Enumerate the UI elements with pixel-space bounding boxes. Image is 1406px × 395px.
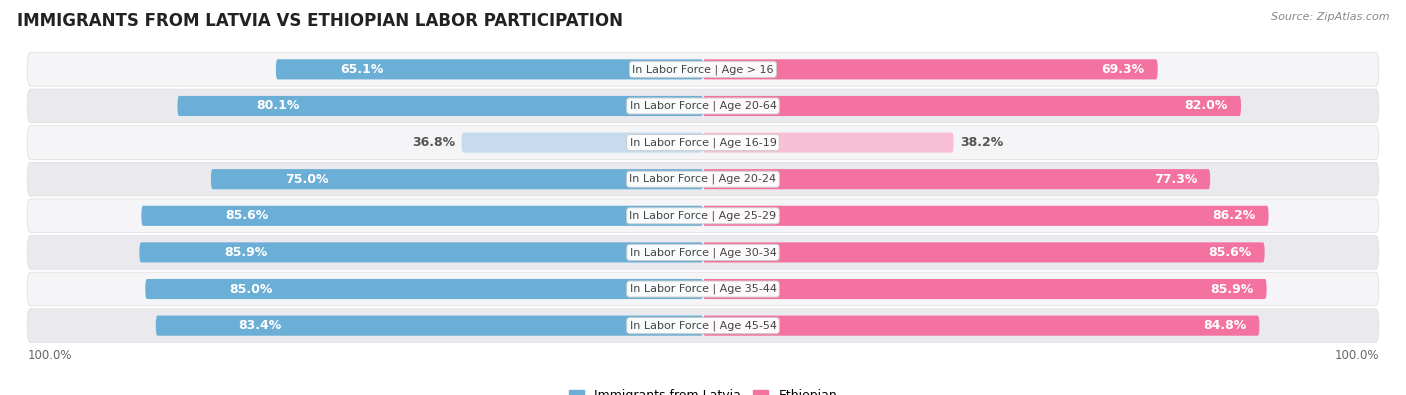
Text: In Labor Force | Age 35-44: In Labor Force | Age 35-44 — [630, 284, 776, 294]
Text: 82.0%: 82.0% — [1184, 100, 1227, 113]
Text: In Labor Force | Age 16-19: In Labor Force | Age 16-19 — [630, 137, 776, 148]
Text: In Labor Force | Age > 16: In Labor Force | Age > 16 — [633, 64, 773, 75]
Text: In Labor Force | Age 20-24: In Labor Force | Age 20-24 — [630, 174, 776, 184]
Text: 65.1%: 65.1% — [340, 63, 384, 76]
FancyBboxPatch shape — [27, 199, 1379, 233]
Text: 100.0%: 100.0% — [27, 350, 72, 363]
FancyBboxPatch shape — [156, 316, 703, 336]
FancyBboxPatch shape — [145, 279, 703, 299]
FancyBboxPatch shape — [703, 169, 1211, 189]
Text: 77.3%: 77.3% — [1154, 173, 1197, 186]
FancyBboxPatch shape — [211, 169, 703, 189]
FancyBboxPatch shape — [703, 206, 1268, 226]
Text: In Labor Force | Age 30-34: In Labor Force | Age 30-34 — [630, 247, 776, 258]
Text: 85.9%: 85.9% — [1211, 282, 1254, 295]
Text: In Labor Force | Age 25-29: In Labor Force | Age 25-29 — [630, 211, 776, 221]
FancyBboxPatch shape — [703, 316, 1260, 336]
FancyBboxPatch shape — [276, 59, 703, 79]
FancyBboxPatch shape — [461, 132, 703, 152]
Legend: Immigrants from Latvia, Ethiopian: Immigrants from Latvia, Ethiopian — [564, 384, 842, 395]
FancyBboxPatch shape — [703, 96, 1241, 116]
Text: 85.0%: 85.0% — [229, 282, 273, 295]
FancyBboxPatch shape — [703, 279, 1267, 299]
Text: In Labor Force | Age 20-64: In Labor Force | Age 20-64 — [630, 101, 776, 111]
FancyBboxPatch shape — [27, 89, 1379, 123]
Text: 69.3%: 69.3% — [1101, 63, 1144, 76]
FancyBboxPatch shape — [703, 243, 1264, 263]
Text: In Labor Force | Age 45-54: In Labor Force | Age 45-54 — [630, 320, 776, 331]
FancyBboxPatch shape — [142, 206, 703, 226]
Text: 86.2%: 86.2% — [1212, 209, 1256, 222]
Text: 85.9%: 85.9% — [224, 246, 267, 259]
FancyBboxPatch shape — [27, 162, 1379, 196]
FancyBboxPatch shape — [177, 96, 703, 116]
Text: Source: ZipAtlas.com: Source: ZipAtlas.com — [1271, 12, 1389, 22]
Text: 36.8%: 36.8% — [412, 136, 456, 149]
Text: 80.1%: 80.1% — [256, 100, 299, 113]
Text: 100.0%: 100.0% — [1334, 350, 1379, 363]
Text: 85.6%: 85.6% — [1208, 246, 1251, 259]
FancyBboxPatch shape — [27, 235, 1379, 269]
FancyBboxPatch shape — [27, 53, 1379, 86]
Text: 84.8%: 84.8% — [1204, 319, 1246, 332]
FancyBboxPatch shape — [139, 243, 703, 263]
Text: 38.2%: 38.2% — [960, 136, 1004, 149]
FancyBboxPatch shape — [27, 309, 1379, 342]
FancyBboxPatch shape — [703, 132, 953, 152]
FancyBboxPatch shape — [27, 126, 1379, 160]
Text: 83.4%: 83.4% — [238, 319, 281, 332]
FancyBboxPatch shape — [27, 272, 1379, 306]
FancyBboxPatch shape — [703, 59, 1157, 79]
Text: 75.0%: 75.0% — [284, 173, 328, 186]
Text: IMMIGRANTS FROM LATVIA VS ETHIOPIAN LABOR PARTICIPATION: IMMIGRANTS FROM LATVIA VS ETHIOPIAN LABO… — [17, 12, 623, 30]
Text: 85.6%: 85.6% — [225, 209, 269, 222]
